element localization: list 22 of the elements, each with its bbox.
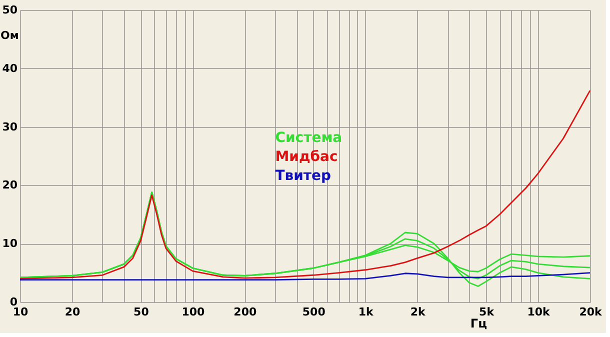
x-tick-label: 10k [527,306,551,318]
x-tick-label: 100 [182,306,205,318]
x-tick-label: 200 [234,306,257,318]
y-tick-label: 30 [2,120,18,134]
y-tick-label: 40 [2,62,18,75]
x-tick-label: 50 [134,306,150,318]
x-tick-label: 10 [12,306,28,318]
text: Система [275,130,342,146]
y-tick-label: 50 [2,4,18,16]
text: Мидбас [275,149,338,166]
text: Твитер [275,168,332,184]
x-tick-label: 20k [579,306,602,318]
y-tick-label: 20 [2,178,18,192]
x-tick-label: 1k [358,306,374,318]
x-tick-label: 2k [410,306,426,318]
y-tick-label: 0 [10,296,18,308]
y-axis-title: Ом [0,29,19,42]
x-tick-label: 5k [479,306,495,318]
x-axis-title: Гц [470,316,488,330]
x-tick-label: 500 [302,306,326,318]
x-tick-label: 20 [64,306,80,318]
y-tick-label: 10 [2,237,18,250]
